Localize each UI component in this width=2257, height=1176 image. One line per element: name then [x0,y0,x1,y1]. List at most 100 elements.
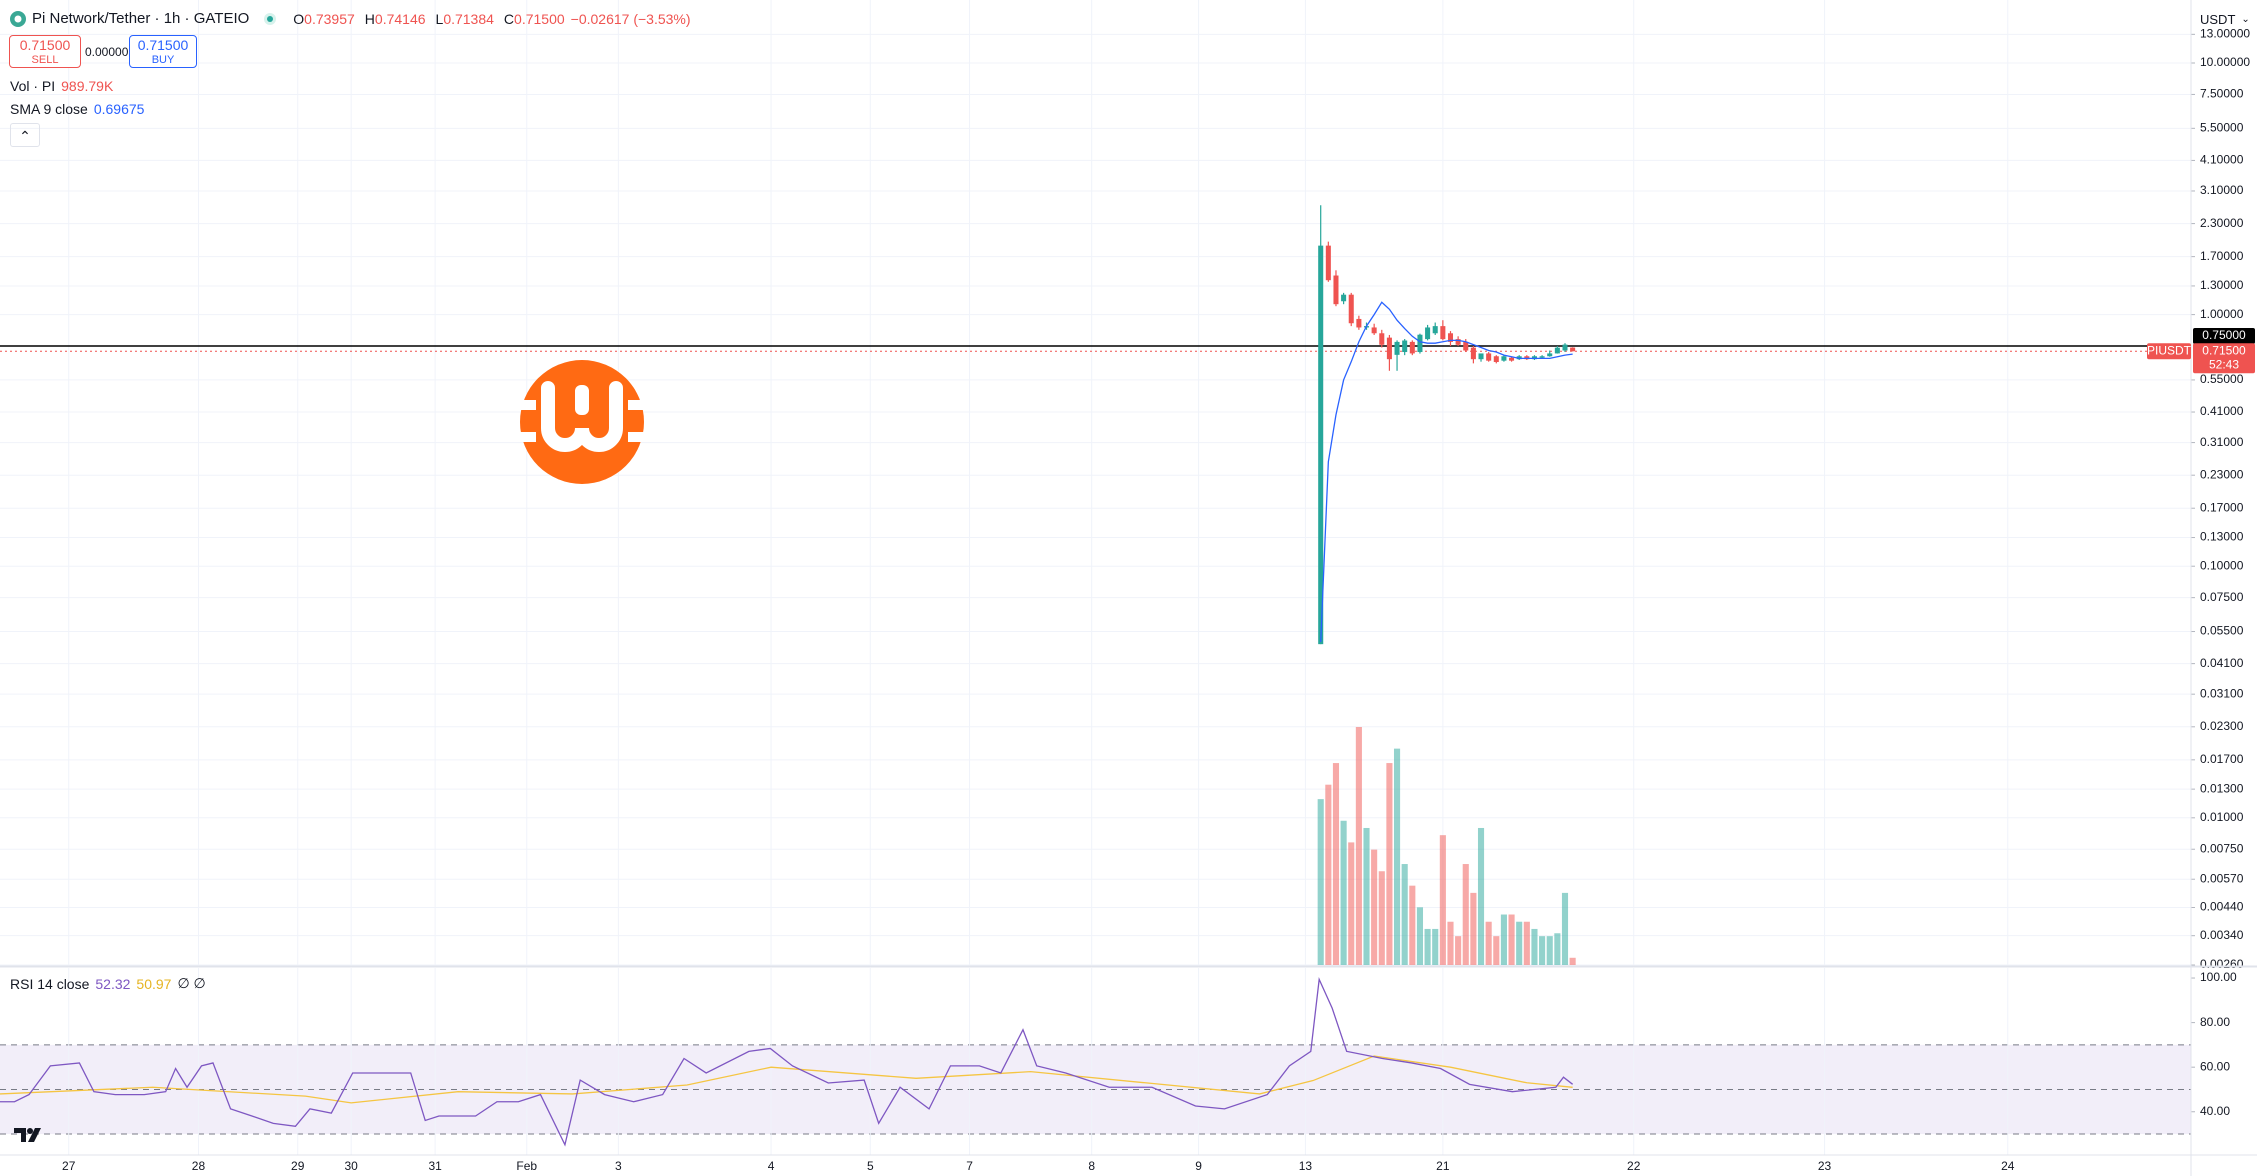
x-tick-label: 23 [1818,1159,1832,1173]
candle-body [1318,245,1324,645]
y-tick-label: 0.01300 [2200,781,2244,795]
volume-bar [1455,936,1462,965]
last-price-label: 0.71500 [2202,343,2246,357]
watermark-logo [518,360,646,484]
volume-bar [1531,928,1538,965]
candle-body [1486,353,1492,361]
x-tick-label: 29 [291,1159,305,1173]
volume-bar [1516,921,1523,965]
y-tick-label: 4.10000 [2200,153,2244,167]
x-tick-label: 31 [428,1159,442,1173]
candle-body [1356,318,1362,328]
collapse-button[interactable]: ⌃ [10,123,40,147]
volume-bar [1569,957,1576,965]
y-tick-label: 1.00000 [2200,307,2244,321]
volume-bar [1554,933,1561,965]
tradingview-logo [14,1128,41,1142]
y-tick-label: 0.00340 [2200,928,2244,942]
volume-bar [1363,827,1370,965]
buy-button[interactable]: 0.71500 BUY [129,35,197,68]
y-tick-label: 60.00 [2200,1059,2230,1073]
buy-label: BUY [151,54,175,66]
volume-bar [1424,928,1431,965]
volume-bar [1416,907,1424,965]
sell-button[interactable]: 0.71500 SELL [9,35,81,68]
countdown-label: 52:43 [2209,357,2239,371]
y-tick-label: 0.05500 [2200,624,2244,638]
candle-body [1402,340,1408,353]
ohlc-item: H0.74146 [365,11,426,27]
x-tick-label: 8 [1088,1159,1095,1173]
y-tick-label: 0.07500 [2200,590,2244,604]
y-tick-label: 0.03100 [2200,686,2244,700]
volume-bar [1546,936,1553,965]
rsi-value: 52.32 [95,975,131,992]
rsi-line [0,976,1574,1147]
price-tag-label: 0.75000 [2202,328,2246,342]
candle-body [1341,294,1347,302]
candle-body [1394,341,1400,355]
volume-bar [1500,914,1507,965]
buy-price: 0.71500 [137,37,189,53]
y-tick-label: 2.30000 [2200,216,2244,230]
x-tick-label: 9 [1195,1159,1202,1173]
ohlc-value: 0.71500 [514,10,565,27]
y-tick-label: 0.23000 [2200,467,2244,481]
ohlc-key: C [503,10,515,27]
x-tick-label: 4 [768,1159,775,1173]
rsi-legend: RSI 14 close 52.32 50.97 ∅ ∅ [10,975,206,992]
volume-bar [1493,936,1500,965]
x-tick-label: 13 [1299,1159,1313,1173]
currency-selector[interactable]: USDT ⌄ [2200,12,2250,27]
candle-body [1478,353,1484,360]
volume-bar [1378,871,1385,965]
y-tick-label: 7.50000 [2200,87,2244,101]
candle-body [1455,339,1461,345]
volume-bar [1470,892,1477,965]
volume-bar [1432,928,1439,965]
candle-body [1470,347,1476,360]
candle-body [1493,356,1499,363]
candle-body [1325,245,1331,281]
spread: 0.00000 [85,45,128,59]
ohlc-key: O [293,10,305,27]
y-tick-label: 0.02300 [2200,719,2244,733]
candle-body [1386,337,1392,360]
volume-bar [1348,842,1355,965]
y-tick-label: 0.55000 [2200,372,2244,386]
y-tick-label: 13.00000 [2200,27,2250,41]
y-tick-label: 1.70000 [2200,249,2244,263]
symbol-tag-bg [2147,343,2191,360]
sma-line [1320,301,1573,642]
y-tick-label: 10.00000 [2200,55,2250,69]
x-tick-label: 21 [1436,1159,1450,1173]
volume-bar [1332,763,1340,965]
volume-bar [1477,827,1485,965]
candle-body [1547,353,1553,357]
volume-bar [1561,892,1569,965]
volume-bar [1371,849,1378,965]
y-tick-label: 40.00 [2200,1104,2230,1118]
volume-bar [1386,763,1393,965]
volume-bar [1317,799,1324,965]
x-tick-label: 27 [62,1159,76,1173]
volume-bar [1508,914,1515,965]
candle-body [1570,347,1576,352]
ohlc-value: 0.74146 [374,10,426,27]
candle-body [1463,341,1469,351]
y-tick-label: 0.13000 [2200,530,2244,544]
symbol-title[interactable]: Pi Network/Tether · 1h · GATEIO [32,10,250,27]
candle-body [1440,326,1446,340]
y-tick-label: 0.00750 [2200,841,2244,855]
rsi-ma-value: 50.97 [136,975,172,992]
ohlc-value: 0.71384 [443,10,494,27]
ohlc-key: H [364,10,375,27]
price-change: −0.02617 (−3.53%) [570,10,691,27]
x-tick-label: 5 [867,1159,874,1173]
candle-body [1509,357,1515,361]
price-tag-bg [2193,328,2255,345]
x-tick-label: 3 [615,1159,622,1173]
